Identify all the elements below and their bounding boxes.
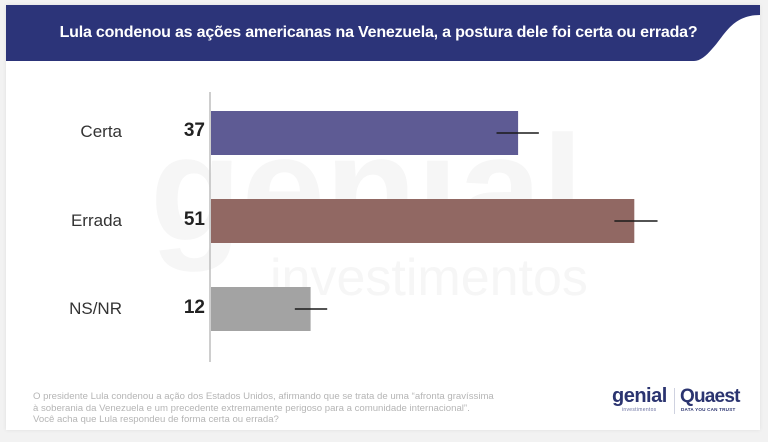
value-label-errada: 51: [183, 209, 205, 230]
category-label-errada: Errada: [70, 211, 122, 230]
footnote: O presidente Lula condenou a ação dos Es…: [33, 391, 573, 426]
chart-title: Lula condenou as ações americanas na Ven…: [59, 24, 698, 41]
logo-divider: [674, 388, 675, 414]
genial-logo: genial: [612, 385, 667, 407]
bar-errada: [211, 199, 635, 243]
footnote-line: Você acha que Lula respondeu de forma ce…: [33, 414, 279, 425]
logos: genial investimentos Quaest DATA YOU CAN…: [612, 386, 742, 418]
header-banner-shape: [6, 5, 760, 61]
value-label-nsnr: 12: [183, 297, 205, 318]
quaest-logo: Quaest: [680, 386, 740, 407]
bar-nsnr: [211, 287, 311, 331]
header-banner: Lula condenou as ações americanas na Ven…: [6, 5, 760, 61]
footnote-line: à soberania da Venezuela e um precedente…: [33, 402, 470, 414]
value-label-certa: 37: [183, 120, 205, 141]
genial-logo-subtitle: investimentos: [622, 407, 657, 413]
category-label-certa: Certa: [80, 122, 122, 141]
bar-certa: [211, 111, 519, 155]
category-label-nsnr: NS/NR: [69, 299, 122, 318]
quaest-logo-tagline: DATA YOU CAN TRUST: [681, 407, 736, 412]
footnote-line: O presidente Lula condenou a ação dos Es…: [33, 391, 494, 402]
